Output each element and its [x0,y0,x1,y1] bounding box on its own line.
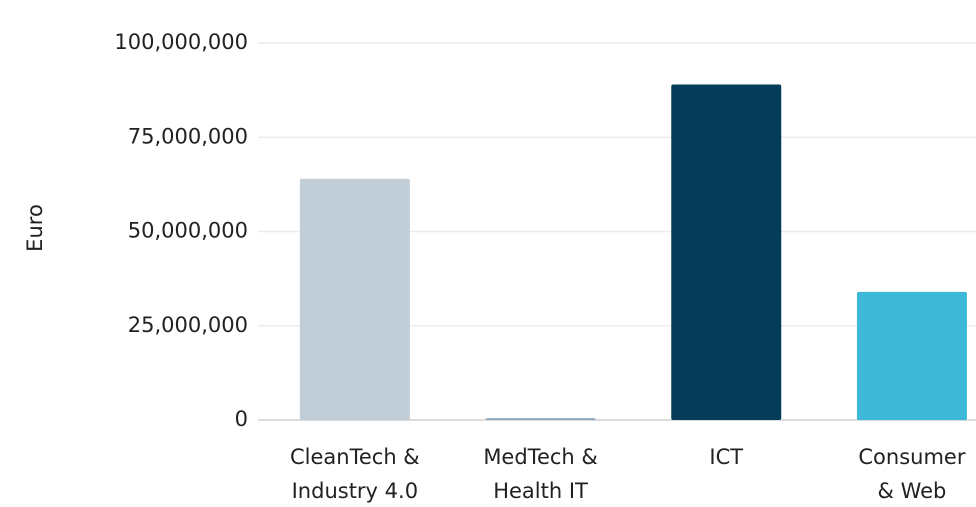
bar [299,178,410,420]
x-tick-label: ICT [709,445,743,469]
x-tick-label: Industry 4.0 [292,479,418,503]
x-tick-label: Consumer [858,445,965,469]
bar [856,291,967,420]
y-axis-label: Euro [23,204,47,252]
bar [671,84,782,420]
x-tick-label: MedTech & [483,445,597,469]
y-tick-label: 50,000,000 [128,219,248,243]
y-tick-label: 100,000,000 [114,30,248,54]
x-tick-label: & Web [878,479,947,503]
x-tick-label: Health IT [493,479,588,503]
y-tick-label: 0 [235,407,248,431]
bar [485,418,596,420]
x-tick-label: CleanTech & [290,445,420,469]
y-tick-label: 25,000,000 [128,313,248,337]
y-tick-label: 75,000,000 [128,124,248,148]
